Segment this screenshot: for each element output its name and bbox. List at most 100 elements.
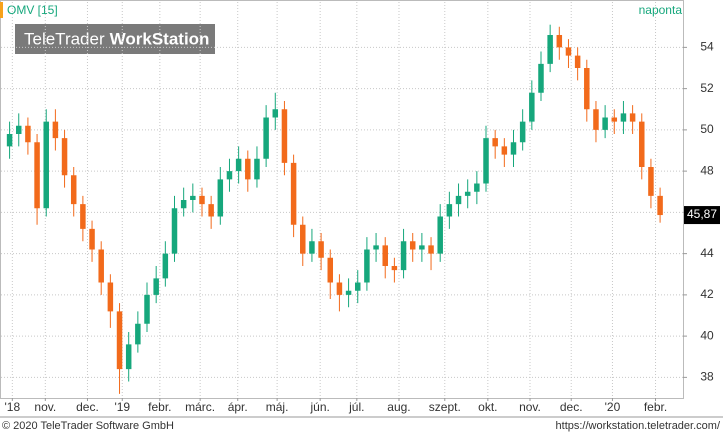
y-tick-label: 48 bbox=[700, 163, 714, 177]
candle-body bbox=[70, 175, 77, 205]
candle-body bbox=[336, 282, 343, 295]
candle-body bbox=[373, 245, 379, 250]
candle-body bbox=[428, 245, 434, 254]
candle-body bbox=[492, 138, 498, 147]
candle-body bbox=[409, 241, 416, 250]
candle-body bbox=[290, 162, 297, 225]
candle-body bbox=[648, 167, 654, 196]
candle-body bbox=[272, 109, 279, 118]
x-tick-label: júl. bbox=[348, 400, 364, 414]
candle-body bbox=[474, 183, 480, 192]
candle-body bbox=[98, 249, 104, 283]
y-tick-label: 40 bbox=[700, 328, 714, 342]
candle-body bbox=[455, 195, 462, 205]
candle-body bbox=[226, 171, 233, 180]
candle-body bbox=[235, 158, 242, 172]
candle-body bbox=[483, 138, 489, 184]
candle-body bbox=[217, 179, 224, 217]
candle-body bbox=[153, 278, 159, 295]
candle-body bbox=[199, 195, 205, 205]
candle-body bbox=[25, 125, 31, 143]
candle-body bbox=[180, 200, 187, 209]
candle-body bbox=[620, 113, 627, 122]
candle-body bbox=[80, 204, 86, 229]
candle-body bbox=[593, 109, 599, 130]
x-tick-label: jún. bbox=[309, 400, 329, 414]
candle-body bbox=[6, 134, 13, 147]
y-tick-label: 44 bbox=[700, 246, 714, 260]
candle-body bbox=[437, 216, 443, 254]
candle-body bbox=[464, 191, 471, 196]
candle-body bbox=[345, 290, 352, 295]
candle-body bbox=[354, 282, 361, 291]
candle-body bbox=[547, 35, 553, 64]
logo-box bbox=[15, 24, 215, 54]
candle-body bbox=[263, 117, 269, 159]
y-tick-label: 54 bbox=[700, 40, 714, 54]
x-tick-label: nov. bbox=[519, 400, 541, 414]
copyright: © 2020 TeleTrader Software GmbH bbox=[2, 420, 174, 432]
candle-body bbox=[254, 158, 260, 180]
x-tick-label: márc. bbox=[185, 400, 215, 414]
x-tick-label: febr. bbox=[644, 400, 667, 414]
last-price-box bbox=[684, 206, 720, 225]
candle-body bbox=[611, 117, 618, 122]
x-tick-label: dec. bbox=[76, 400, 99, 414]
candle-body bbox=[657, 195, 663, 216]
x-tick-label: szept. bbox=[429, 400, 461, 414]
candle-body bbox=[565, 47, 572, 56]
x-tick-label: '19 bbox=[114, 400, 130, 414]
candle-body bbox=[15, 125, 22, 134]
candle-body bbox=[538, 63, 544, 93]
x-tick-label: febr. bbox=[148, 400, 171, 414]
x-tick-label: okt. bbox=[478, 400, 497, 414]
candle-body bbox=[171, 208, 178, 254]
candle-body bbox=[281, 109, 288, 163]
y-tick-label: 42 bbox=[700, 287, 714, 301]
candle-body bbox=[584, 68, 590, 110]
candle-body bbox=[34, 142, 40, 209]
last-price-label: 45,87 bbox=[687, 207, 717, 221]
candle-body bbox=[602, 117, 608, 130]
y-tick-label: 52 bbox=[700, 81, 714, 95]
candle-body bbox=[327, 257, 334, 283]
symbol-marker bbox=[0, 2, 3, 18]
candle-body bbox=[400, 241, 407, 271]
candle-body bbox=[419, 245, 425, 250]
x-tick-label: máj. bbox=[266, 400, 289, 414]
x-tick-label: '18 bbox=[5, 400, 21, 414]
x-tick-label: nov. bbox=[34, 400, 56, 414]
candle-body bbox=[107, 282, 114, 312]
candle-body bbox=[391, 266, 398, 271]
plot-frame bbox=[0, 0, 684, 399]
symbol: OMV [15] bbox=[7, 3, 58, 17]
candle-body bbox=[382, 245, 388, 266]
candle-body bbox=[162, 253, 169, 279]
candle-body bbox=[639, 121, 645, 167]
candle-body bbox=[529, 92, 535, 122]
candle-body bbox=[446, 204, 453, 217]
candle-body bbox=[190, 195, 196, 200]
candle-body bbox=[43, 121, 49, 209]
candle-body bbox=[510, 142, 517, 155]
candle-body bbox=[309, 241, 315, 254]
candle-body bbox=[208, 204, 214, 217]
x-tick-label: dec. bbox=[560, 400, 583, 414]
candle-body bbox=[556, 35, 563, 48]
candle-body bbox=[629, 113, 636, 122]
logo-brand: TeleTrader bbox=[24, 29, 105, 48]
candle-body bbox=[52, 121, 59, 139]
y-tick-label: 50 bbox=[700, 122, 714, 136]
url: https://workstation.teletrader.com/ bbox=[556, 420, 721, 432]
candle-body bbox=[144, 294, 150, 324]
candle-body bbox=[300, 224, 306, 254]
candle-body bbox=[135, 323, 141, 345]
candle-body bbox=[61, 138, 68, 176]
candle-body bbox=[116, 311, 123, 370]
candle-body bbox=[574, 55, 581, 68]
y-tick-label: 38 bbox=[700, 370, 714, 384]
candle-body bbox=[318, 241, 324, 258]
candle-body bbox=[125, 344, 132, 370]
